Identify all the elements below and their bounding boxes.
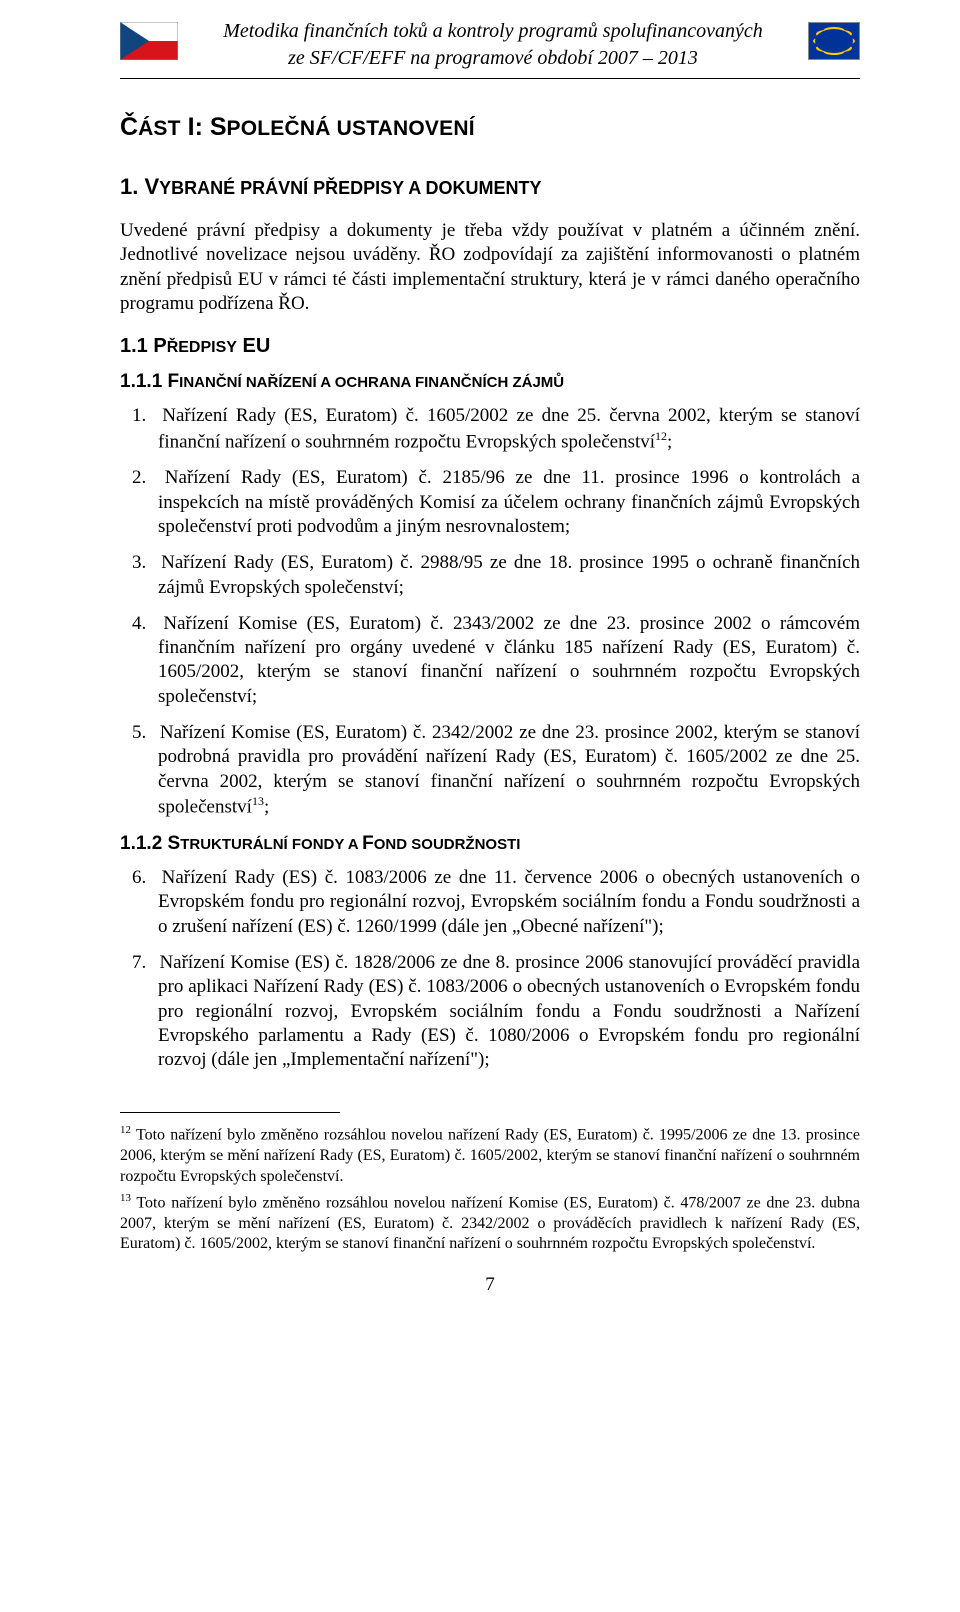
- heading-part: ČÁST I: SPOLEČNÁ USTANOVENÍ: [120, 111, 860, 143]
- list-item: 2. Nařízení Rady (ES, Euratom) č. 2185/9…: [120, 466, 860, 539]
- header-rule: [120, 78, 860, 79]
- czech-flag-icon: [120, 22, 178, 60]
- footnote-ref-12: 12: [655, 429, 667, 443]
- heading-section-1: 1. VYBRANÉ PRÁVNÍ PŘEDPISY A DOKUMENTY: [120, 173, 860, 201]
- footnote-12: 12 Toto nařízení bylo změněno rozsáhlou …: [120, 1123, 860, 1187]
- intro-paragraph: Uvedené právní předpisy a dokumenty je t…: [120, 219, 860, 316]
- doc-header-title: Metodika finančních toků a kontroly prog…: [178, 18, 808, 72]
- list-1-1-2: 6. Nařízení Rady (ES) č. 1083/2006 ze dn…: [120, 866, 860, 1073]
- footnotes: 12 Toto nařízení bylo změněno rozsáhlou …: [120, 1123, 860, 1254]
- heading-1-1-2: 1.1.2 STRUKTURÁLNÍ FONDY A FOND SOUDRŽNO…: [120, 832, 860, 856]
- header-line2: ze SF/CF/EFF na programové období 2007 –…: [288, 47, 698, 69]
- list-item: 1. Nařízení Rady (ES, Euratom) č. 1605/2…: [120, 404, 860, 454]
- list-item: 3. Nařízení Rady (ES, Euratom) č. 2988/9…: [120, 551, 860, 600]
- list-item: 6. Nařízení Rady (ES) č. 1083/2006 ze dn…: [120, 866, 860, 939]
- eu-flag-icon: [808, 22, 860, 60]
- heading-1-1-1: 1.1.1 FINANČNÍ NAŘÍZENÍ A OCHRANA FINANČ…: [120, 370, 860, 394]
- list-item: 7. Nařízení Komise (ES) č. 1828/2006 ze …: [120, 951, 860, 1073]
- list-1-1-1: 1. Nařízení Rady (ES, Euratom) č. 1605/2…: [120, 404, 860, 819]
- header-line1: Metodika finančních toků a kontroly prog…: [223, 20, 763, 42]
- footnote-13: 13 Toto nařízení bylo změněno rozsáhlou …: [120, 1191, 860, 1255]
- page-number: 7: [120, 1273, 860, 1297]
- list-item: 5. Nařízení Komise (ES, Euratom) č. 2342…: [120, 721, 860, 820]
- footnote-separator: [120, 1112, 340, 1113]
- doc-header: Metodika finančních toků a kontroly prog…: [120, 18, 860, 72]
- heading-1-1: 1.1 PŘEDPISY EU: [120, 334, 860, 360]
- footnote-ref-13: 13: [252, 794, 264, 808]
- list-item: 4. Nařízení Komise (ES, Euratom) č. 2343…: [120, 612, 860, 709]
